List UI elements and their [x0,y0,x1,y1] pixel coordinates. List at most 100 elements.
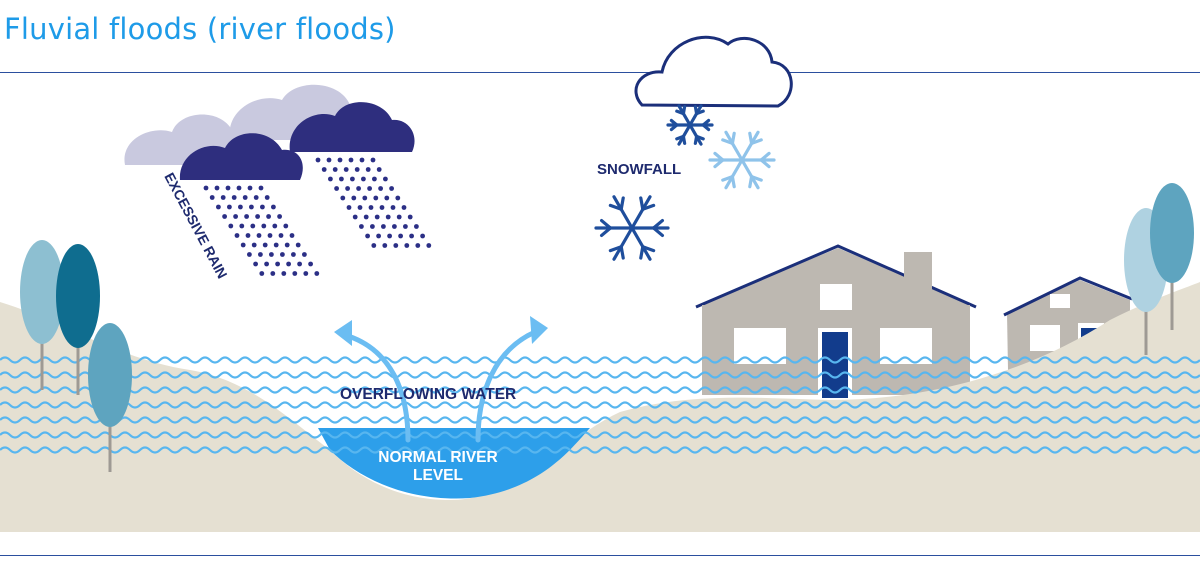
rain-drop [267,233,273,238]
rain-drop [249,204,254,210]
overflow-label: OVERFLOWING WATER [340,386,516,403]
rain-drop [225,185,231,191]
arrow-icon [345,329,538,443]
rain-drop [281,271,287,276]
rain-drop [203,185,209,191]
rain-drop [351,195,357,201]
rain-drop [233,214,239,219]
rain-drop [368,205,374,210]
rain-drop [392,224,397,229]
top-divider [0,72,1200,73]
rain-drop [297,261,302,267]
rain-drop [216,204,221,210]
wave-line [0,356,1200,364]
rain-drop [266,214,271,219]
rain-drop [420,233,425,239]
rain-drop [231,195,237,200]
rain-drop [220,195,226,200]
river-label-line2: LEVEL [413,467,463,484]
rain-drop [284,242,290,248]
rain-drop [308,261,313,267]
rain-drop [370,157,376,163]
rain-clouds [124,84,432,276]
cloud-icon [289,102,415,152]
rain-drop [359,224,364,229]
snowflake-icon [708,130,776,190]
rain-drop [373,195,379,201]
ground [0,282,1200,532]
snowflake-icon [594,195,670,261]
house-large [695,244,977,398]
rain-drop [245,233,251,238]
cloud-icon [634,35,793,108]
flood-waves [0,356,1200,454]
rain-drop [415,243,421,248]
rain-drop [365,233,370,239]
rain-drop [247,252,252,257]
rain-drop [407,214,413,220]
page-title: Fluvial floods (river floods) [4,12,396,46]
rain-drop [258,185,264,191]
rain-drop [378,186,383,191]
snowfall-label: SNOWFALL [597,161,681,178]
wave-line [0,371,1200,379]
rain-drop [253,195,259,200]
rain-drop [261,223,267,229]
wave-line [0,386,1200,394]
rain-drop [234,233,240,238]
arrow-head-right [530,316,548,344]
rain-drop [259,271,265,276]
river [318,428,590,499]
rain-drop [258,252,263,257]
rain-drop [395,195,401,201]
rain-drop [295,242,301,248]
rain-drop [387,233,392,239]
rain-drop [255,214,260,219]
rain-drop [326,157,332,163]
rain-drop [343,167,349,172]
rain-drop [381,224,386,229]
rain-drop [328,176,333,182]
rain-drop [374,214,380,220]
trees-left [20,240,132,472]
rain-drop [253,261,258,267]
wave-line [0,401,1200,409]
rain-drop [363,214,369,220]
rain-drop [359,157,365,163]
rain-drop [401,205,407,210]
rain-drop [227,204,232,210]
rain-drop [370,224,375,229]
rain-drop [376,167,382,172]
bottom-divider [0,555,1200,556]
rain-drop [228,223,234,229]
rain-drop [409,233,414,239]
rain-drop [303,271,309,276]
rain-drop [426,243,432,248]
rain-drop [404,243,410,248]
rain-drop [272,223,278,229]
rain-drop [348,157,354,163]
snowflake-icon [666,104,714,146]
rain-drop [247,185,253,191]
rain-drop [289,233,295,238]
rain-drop [256,233,262,238]
rain-drop [389,186,394,191]
rain-drop [314,271,320,276]
rain-drop [361,176,366,182]
rain-drop [371,243,377,248]
rain-drop [337,157,343,163]
rain-drop [332,167,338,172]
rain-drop [269,252,274,257]
trees-right [1124,183,1194,355]
rain-drop [251,242,257,248]
rain-drop [356,186,361,191]
rain-drop [260,204,265,210]
rain-drop [278,233,284,238]
rain-drop [383,176,388,182]
arrow-head-left [334,320,352,346]
rain-drop [321,167,327,172]
rain-drop [214,185,220,191]
rain-drop [291,252,296,257]
rain-drop [345,186,350,191]
rain-drop [275,261,280,267]
